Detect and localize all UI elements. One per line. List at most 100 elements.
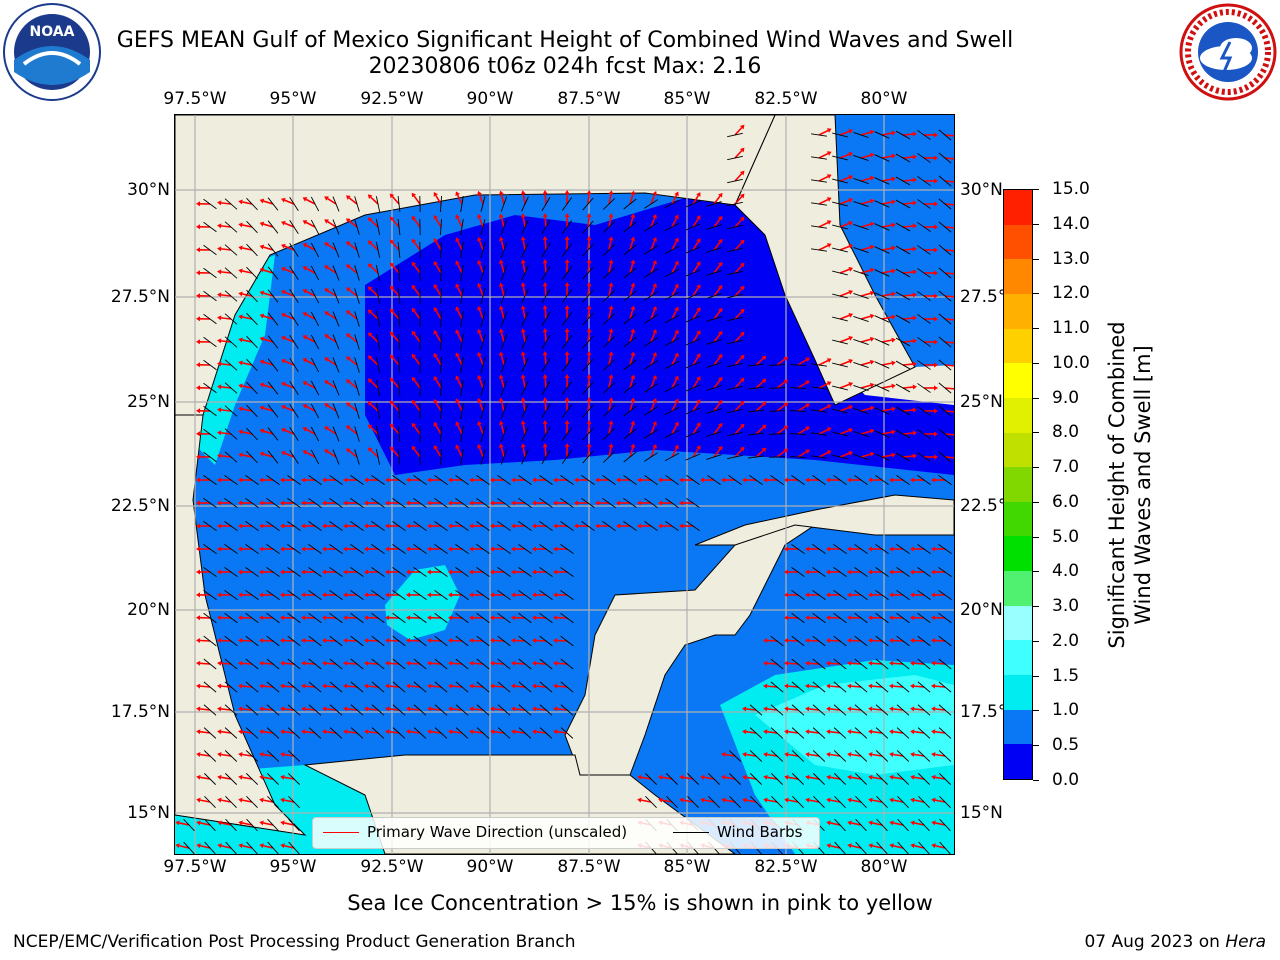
wind-barb — [602, 198, 616, 210]
wave-arrow-head — [630, 213, 636, 219]
wind-barb — [938, 451, 952, 463]
wind-barb — [874, 269, 890, 277]
wave-arrow-head — [931, 477, 935, 483]
wave-direction-arrow — [284, 822, 295, 826]
wave-arrow-head — [302, 450, 308, 455]
wind-barb — [203, 681, 217, 693]
wave-direction-arrow — [199, 662, 211, 665]
colorbar-label: 8.0 — [1052, 422, 1080, 443]
wind-barb — [855, 841, 867, 854]
wave-direction-arrow — [935, 822, 946, 826]
wave-arrow-head — [322, 569, 326, 575]
wind-barb — [938, 428, 952, 440]
wind-barb — [791, 589, 805, 601]
wave-direction-arrow — [451, 662, 463, 665]
wave-arrow-head — [389, 423, 395, 429]
wave-arrow-head — [511, 569, 515, 575]
wave-direction-arrow — [881, 201, 892, 205]
wave-direction-arrow — [881, 178, 892, 182]
wind-barb — [413, 635, 427, 647]
wave-arrow-head — [595, 500, 599, 506]
wind-barb — [245, 475, 259, 485]
wave-arrow-head — [322, 477, 326, 483]
wave-direction-arrow — [391, 448, 400, 458]
wave-direction-arrow — [881, 247, 892, 251]
wave-arrow-head — [196, 408, 201, 414]
wave-direction-arrow — [650, 309, 656, 320]
wave-arrow-head — [280, 797, 285, 803]
wave-arrow-head — [763, 660, 768, 666]
wind-barb — [246, 289, 258, 303]
wave-arrow-head — [238, 752, 243, 757]
wave-arrow-head — [217, 500, 221, 506]
wind-barb — [521, 311, 529, 327]
wave-arrow-head — [931, 752, 936, 757]
wave-arrow-head — [696, 399, 701, 404]
wind-barb — [203, 544, 217, 554]
wind-barb — [246, 381, 258, 395]
lon-tick-bottom: 80°W — [860, 857, 908, 877]
wind-barb — [811, 179, 827, 183]
wave-arrow-head — [826, 477, 830, 483]
wave-arrow-head — [532, 638, 537, 644]
wave-arrow-head — [869, 198, 875, 204]
wave-direction-arrow — [199, 708, 211, 711]
wind-barb — [812, 727, 826, 739]
lon-tick-bottom: 87.5°W — [557, 857, 621, 877]
wind-barb — [476, 589, 490, 601]
wave-direction-arrow — [872, 844, 883, 849]
wind-barb — [854, 681, 868, 693]
wave-direction-arrow — [797, 451, 807, 458]
wave-direction-arrow — [544, 446, 547, 458]
wave-direction-arrow — [305, 267, 316, 274]
wind-barb — [434, 475, 448, 485]
wind-barb — [874, 384, 890, 392]
wave-direction-arrow — [367, 730, 379, 734]
wave-direction-arrow — [892, 685, 904, 688]
wave-arrow-head — [826, 197, 832, 202]
wave-arrow-head — [322, 500, 326, 506]
wave-arrow-head — [586, 397, 592, 402]
wind-barb — [644, 337, 658, 347]
wind-barb — [708, 795, 720, 809]
wave-direction-arrow — [671, 378, 678, 389]
wave-direction-arrow — [220, 685, 232, 688]
wind-barb — [413, 727, 427, 739]
wave-direction-arrow — [902, 248, 914, 251]
wave-arrow-head — [259, 706, 264, 712]
wave-direction-arrow — [388, 685, 400, 688]
wave-arrow-head — [542, 190, 548, 195]
wave-arrow-head — [345, 195, 351, 200]
wave-direction-arrow — [881, 316, 892, 320]
wave-arrow-head — [721, 752, 726, 757]
wave-direction-arrow — [860, 246, 871, 251]
wind-barb — [225, 795, 237, 809]
wave-direction-arrow — [944, 364, 954, 367]
wave-arrow-head — [498, 282, 504, 288]
wave-direction-arrow — [587, 285, 590, 297]
wind-barb — [308, 475, 322, 485]
wave-arrow-head — [238, 477, 242, 483]
wind-barb — [896, 475, 910, 485]
wave-direction-arrow — [830, 822, 841, 826]
wave-arrow-head — [389, 331, 395, 337]
wave-arrow-head — [718, 261, 723, 267]
wave-arrow-head — [848, 451, 854, 456]
wind-barb — [287, 681, 301, 693]
wave-arrow-head — [280, 523, 284, 529]
wave-direction-arrow — [370, 357, 379, 366]
wave-direction-arrow — [370, 242, 379, 251]
wave-arrow-head — [630, 443, 636, 449]
wave-arrow-head — [718, 399, 723, 405]
colorbar-label: 5.0 — [1052, 526, 1080, 547]
colorbar-tick — [1033, 571, 1039, 573]
wave-arrow-head — [931, 820, 936, 826]
wind-barb — [897, 841, 909, 854]
wind-barb — [329, 727, 343, 739]
wave-direction-arrow — [734, 357, 743, 366]
wave-arrow-head — [868, 546, 872, 552]
wave-arrow-head — [805, 797, 810, 803]
wave-direction-arrow — [242, 431, 253, 435]
wave-arrow-head — [511, 546, 515, 552]
wave-arrow-head — [553, 500, 557, 506]
